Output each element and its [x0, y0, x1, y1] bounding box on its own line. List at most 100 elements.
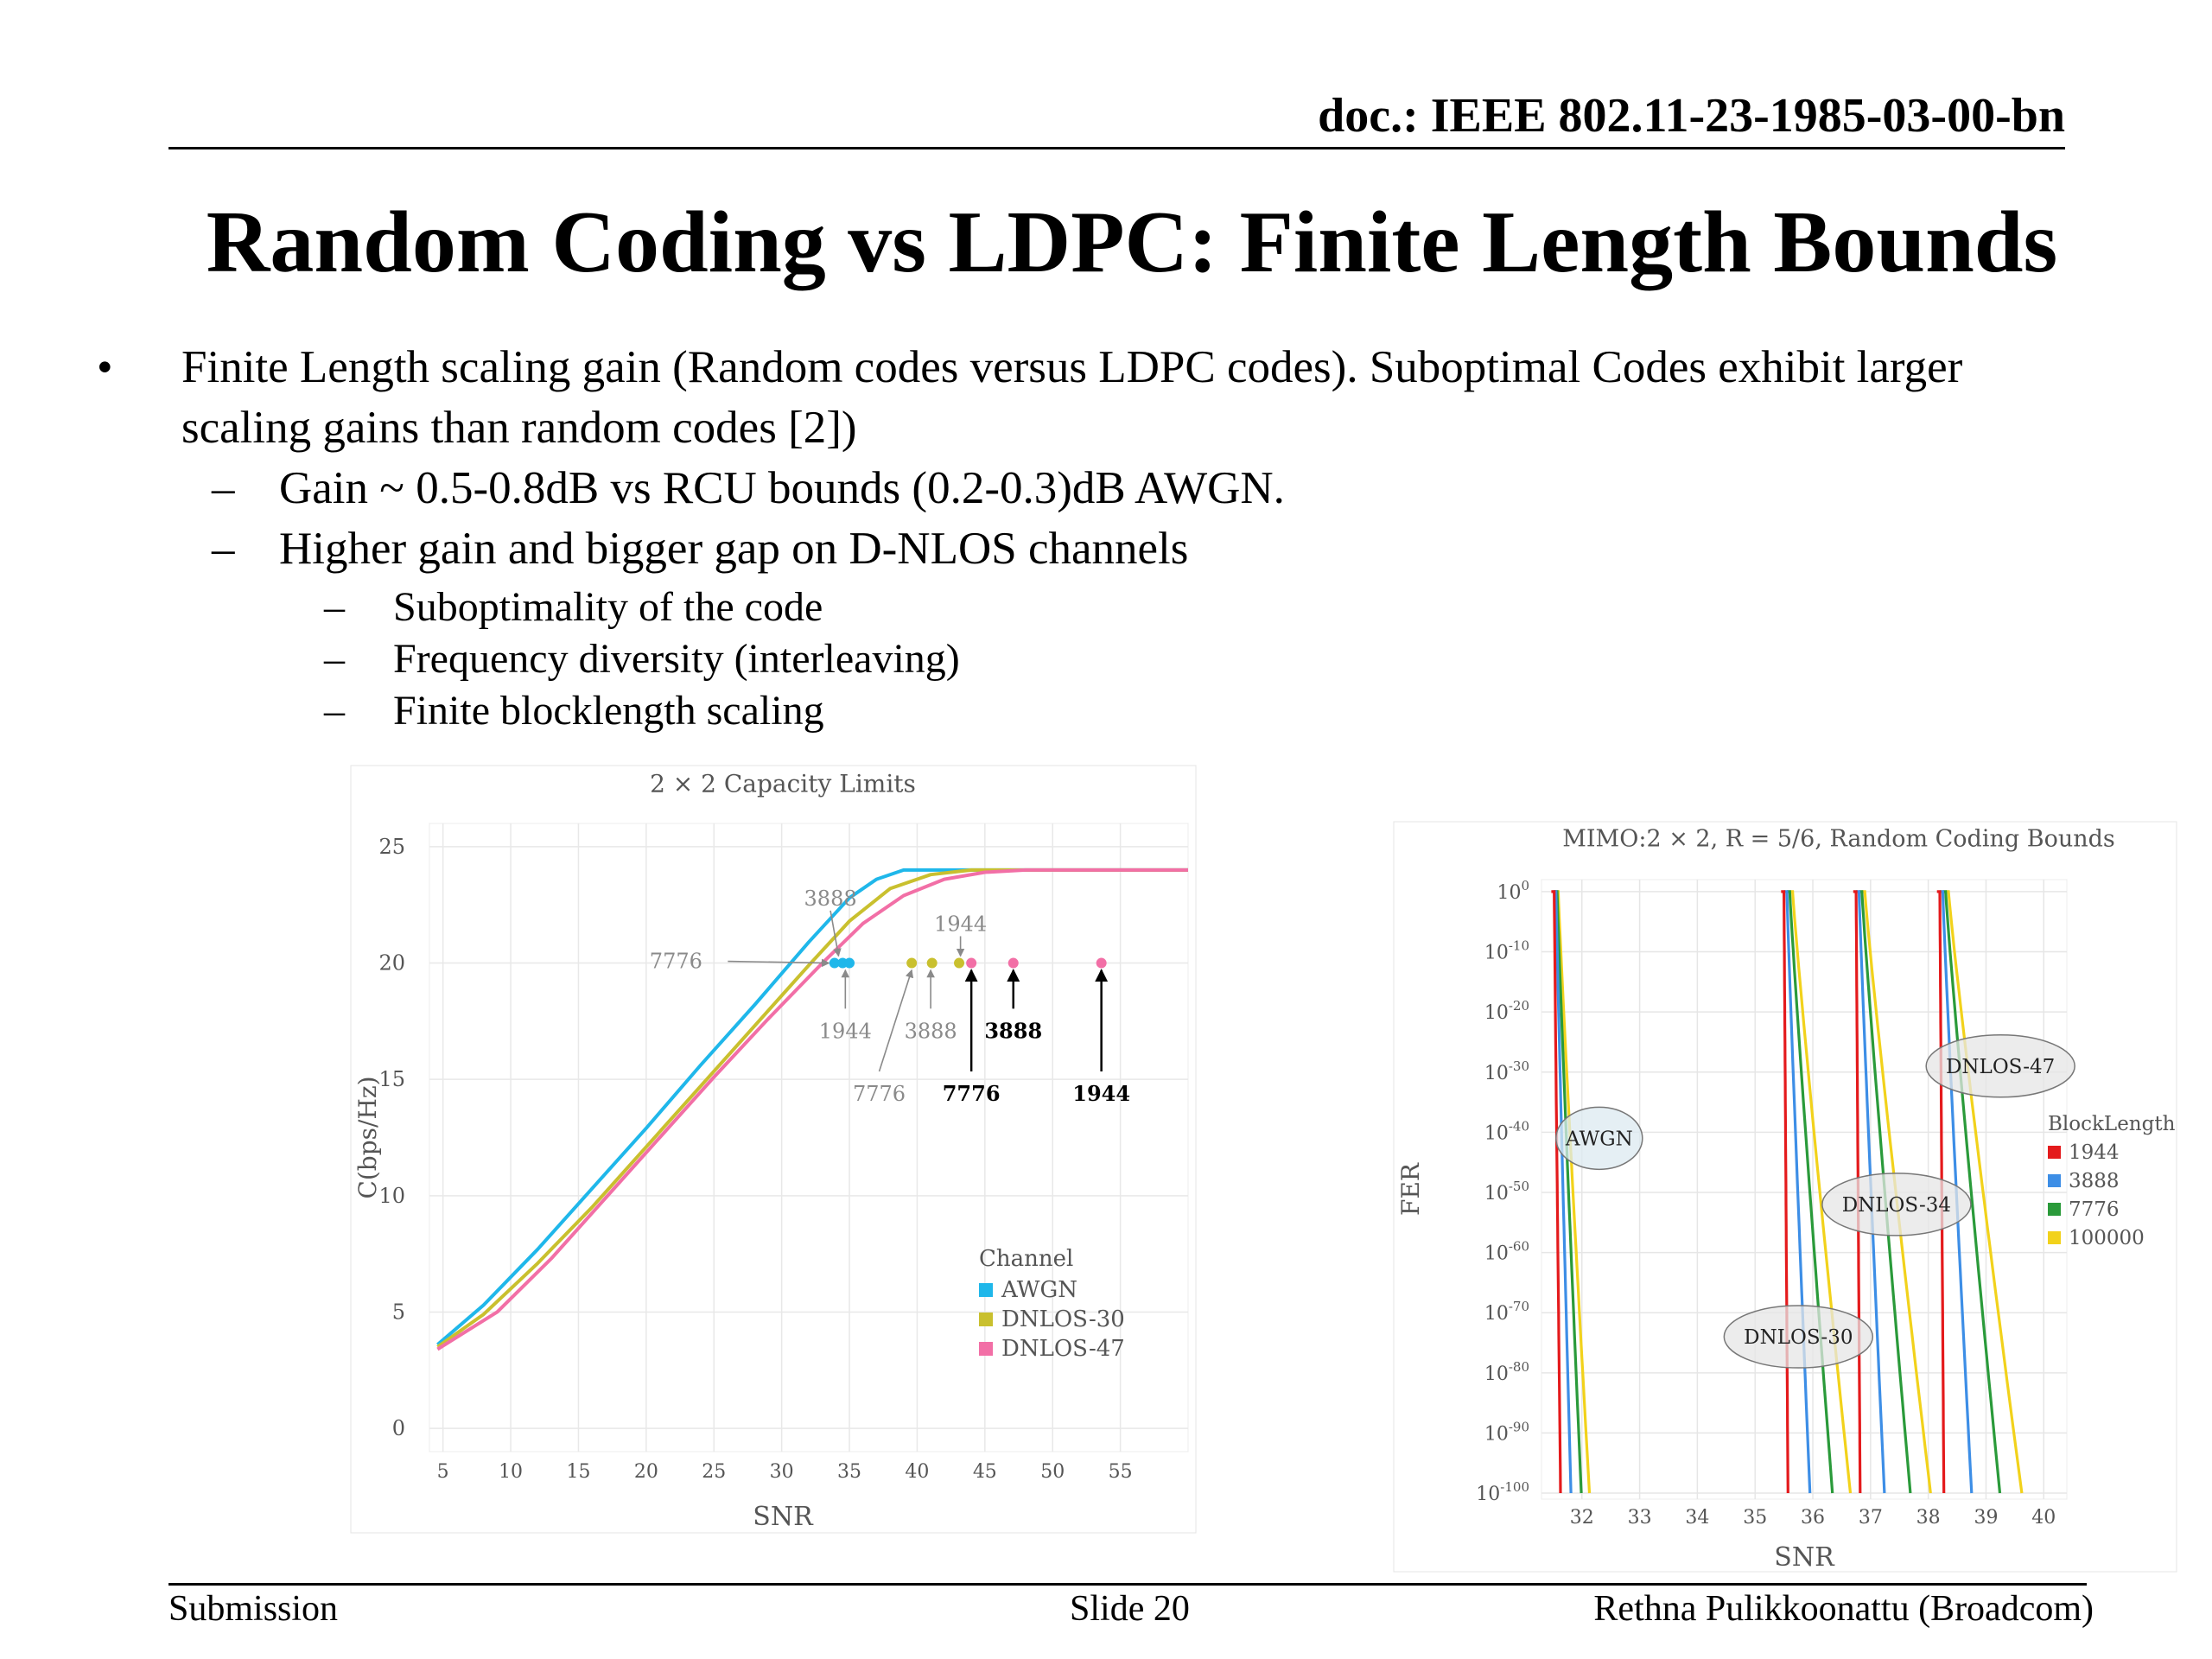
- region-ellipse: [1555, 1106, 1643, 1171]
- y-tick-label: 10-100: [1476, 1479, 1529, 1505]
- annotation-label: 3888: [984, 1018, 1042, 1043]
- y-tick-label: 100: [1497, 878, 1529, 904]
- annotation-label: 1944: [819, 1019, 872, 1043]
- x-tick-label: 5: [437, 1461, 449, 1483]
- sub-bullet-1: Gain ~ 0.5-0.8dB vs RCU bounds (0.2-0.3)…: [279, 463, 1285, 513]
- data-point: [829, 957, 840, 969]
- legend-title: Channel: [979, 1246, 1073, 1272]
- fer-curve: [1940, 890, 1974, 1494]
- fer-curve: [1789, 890, 1853, 1494]
- data-point: [926, 957, 938, 969]
- region-label: DNLOS-30: [1744, 1326, 1853, 1349]
- dash-marker: –: [324, 688, 345, 734]
- x-tick-label: 55: [1109, 1461, 1133, 1483]
- y-tick-label: 10-60: [1484, 1239, 1529, 1265]
- capacity-chart: 5 10 15 20 25 30 35 40 45 50 55 0 5 10 15 20 25 2 × 2 Cap…: [350, 765, 1197, 1534]
- legend-entry: DNLOS-47: [1001, 1336, 1125, 1362]
- region-ellipse: [1821, 1173, 1972, 1236]
- y-tick-label: 10-50: [1484, 1179, 1529, 1205]
- plot-area: [1541, 879, 2068, 1500]
- fer-curve: [1936, 890, 1946, 1494]
- annotation-label: 1944: [934, 912, 987, 936]
- annotation-label: 7776: [650, 950, 702, 974]
- y-tick-label: 5: [392, 1300, 405, 1324]
- data-point: [966, 957, 977, 969]
- annotation-arrow: [830, 910, 842, 957]
- annotation-label: 7776: [943, 1081, 1001, 1106]
- region-ellipse: [1723, 1305, 1874, 1369]
- x-axis-label: SNR: [753, 1502, 814, 1532]
- dash-marker: –: [212, 463, 235, 513]
- fer-curve: [1787, 890, 1834, 1494]
- fer-curve: [1942, 890, 2002, 1494]
- chart-title: MIMO:2 × 2, R = 5/6, Random Coding Bound…: [1562, 826, 2115, 853]
- y-tick-label: 10-90: [1484, 1419, 1529, 1445]
- legend-entry: 7776: [2069, 1198, 2120, 1221]
- fer-curve: [1551, 890, 1562, 1494]
- doc-id: doc.: IEEE 802.11-23-1985-03-00-bn: [1318, 89, 2065, 143]
- fer-curve: [1783, 890, 1812, 1494]
- bullet-1-line-2: scaling gains than random codes [2]): [181, 403, 857, 453]
- region-label: DNLOS-34: [1842, 1194, 1951, 1217]
- y-tick-label: 10-80: [1484, 1359, 1529, 1385]
- y-tick-label: 10-70: [1484, 1299, 1529, 1325]
- y-tick-label: 10-20: [1484, 998, 1529, 1024]
- dash-marker: –: [324, 636, 345, 682]
- data-point: [844, 957, 855, 969]
- data-point: [906, 957, 918, 969]
- y-tick-label: 0: [392, 1416, 405, 1440]
- y-tick-label: 10-30: [1484, 1058, 1529, 1084]
- y-axis-label: C(bps/Hz): [353, 1076, 382, 1198]
- bullet-1-line-1: Finite Length scaling gain (Random codes…: [181, 342, 1963, 392]
- x-tick-label: 35: [1743, 1507, 1767, 1529]
- fer-chart: 32 33 34 35 36 37 38 39 40 100 10-10 10-20 10-30 10-4…: [1393, 821, 2177, 1573]
- fer-curve: [1853, 890, 1862, 1494]
- sub-sub-bullet-2: Frequency diversity (interleaving): [393, 636, 960, 682]
- legend-swatch: [2048, 1174, 2061, 1187]
- fer-curve: [1861, 890, 1932, 1494]
- annotation-arrow: [878, 969, 914, 1072]
- x-tick-label: 34: [1685, 1507, 1709, 1529]
- legend-entry: 1944: [2069, 1141, 2120, 1164]
- y-axis-label: FER: [1396, 1162, 1425, 1216]
- sub-bullet-2: Higher gain and bigger gap on D-NLOS cha…: [279, 524, 1189, 574]
- slide-title: Random Coding vs LDPC: Finite Length Bou…: [206, 194, 2058, 291]
- sub-sub-bullet-1: Suboptimality of the code: [393, 584, 823, 630]
- fer-curve: [1781, 890, 1789, 1494]
- x-tick-label: 35: [837, 1461, 861, 1483]
- y-tick-label: 25: [378, 835, 405, 859]
- annotation-label: 3888: [905, 1019, 957, 1043]
- sub-sub-bullet-3: Finite blocklength scaling: [393, 688, 824, 734]
- x-tick-label: 15: [566, 1461, 590, 1483]
- x-tick-label: 39: [1974, 1507, 1998, 1529]
- legend-swatch: [2048, 1146, 2061, 1159]
- x-tick-label: 20: [634, 1461, 658, 1483]
- legend-title: BlockLength: [2048, 1113, 2176, 1135]
- fer-curve: [1856, 890, 1886, 1494]
- footer-left: Submission: [168, 1589, 339, 1629]
- x-tick-label: 38: [1916, 1507, 1941, 1529]
- bullet-dot: •: [97, 342, 113, 392]
- legend-entry: DNLOS-30: [1001, 1306, 1125, 1332]
- legend-entry: 3888: [2069, 1170, 2120, 1192]
- region-label: AWGN: [1565, 1128, 1633, 1150]
- annotation-label: 1944: [1072, 1081, 1130, 1106]
- x-tick-label: 37: [1859, 1507, 1883, 1529]
- data-point: [1096, 957, 1107, 969]
- data-point: [954, 957, 965, 969]
- x-tick-label: 40: [905, 1461, 929, 1483]
- annotation-arrow: [728, 958, 830, 968]
- plot-area: [429, 823, 1189, 1452]
- x-tick-label: 50: [1040, 1461, 1065, 1483]
- annotation-label: 7776: [853, 1082, 906, 1106]
- y-tick-label: 10-40: [1484, 1118, 1529, 1144]
- footer-rule: [168, 1583, 2087, 1586]
- footer-center: Slide 20: [1070, 1589, 1190, 1629]
- dash-marker: –: [324, 584, 345, 630]
- legend-swatch: [979, 1313, 993, 1326]
- y-tick-label: 15: [378, 1067, 405, 1091]
- legend-entry: AWGN: [1001, 1277, 1077, 1303]
- y-tick-label: 20: [378, 951, 405, 976]
- x-tick-label: 10: [499, 1461, 523, 1483]
- footer-right: Rethna Pulikkoonattu (Broadcom): [1593, 1589, 2094, 1629]
